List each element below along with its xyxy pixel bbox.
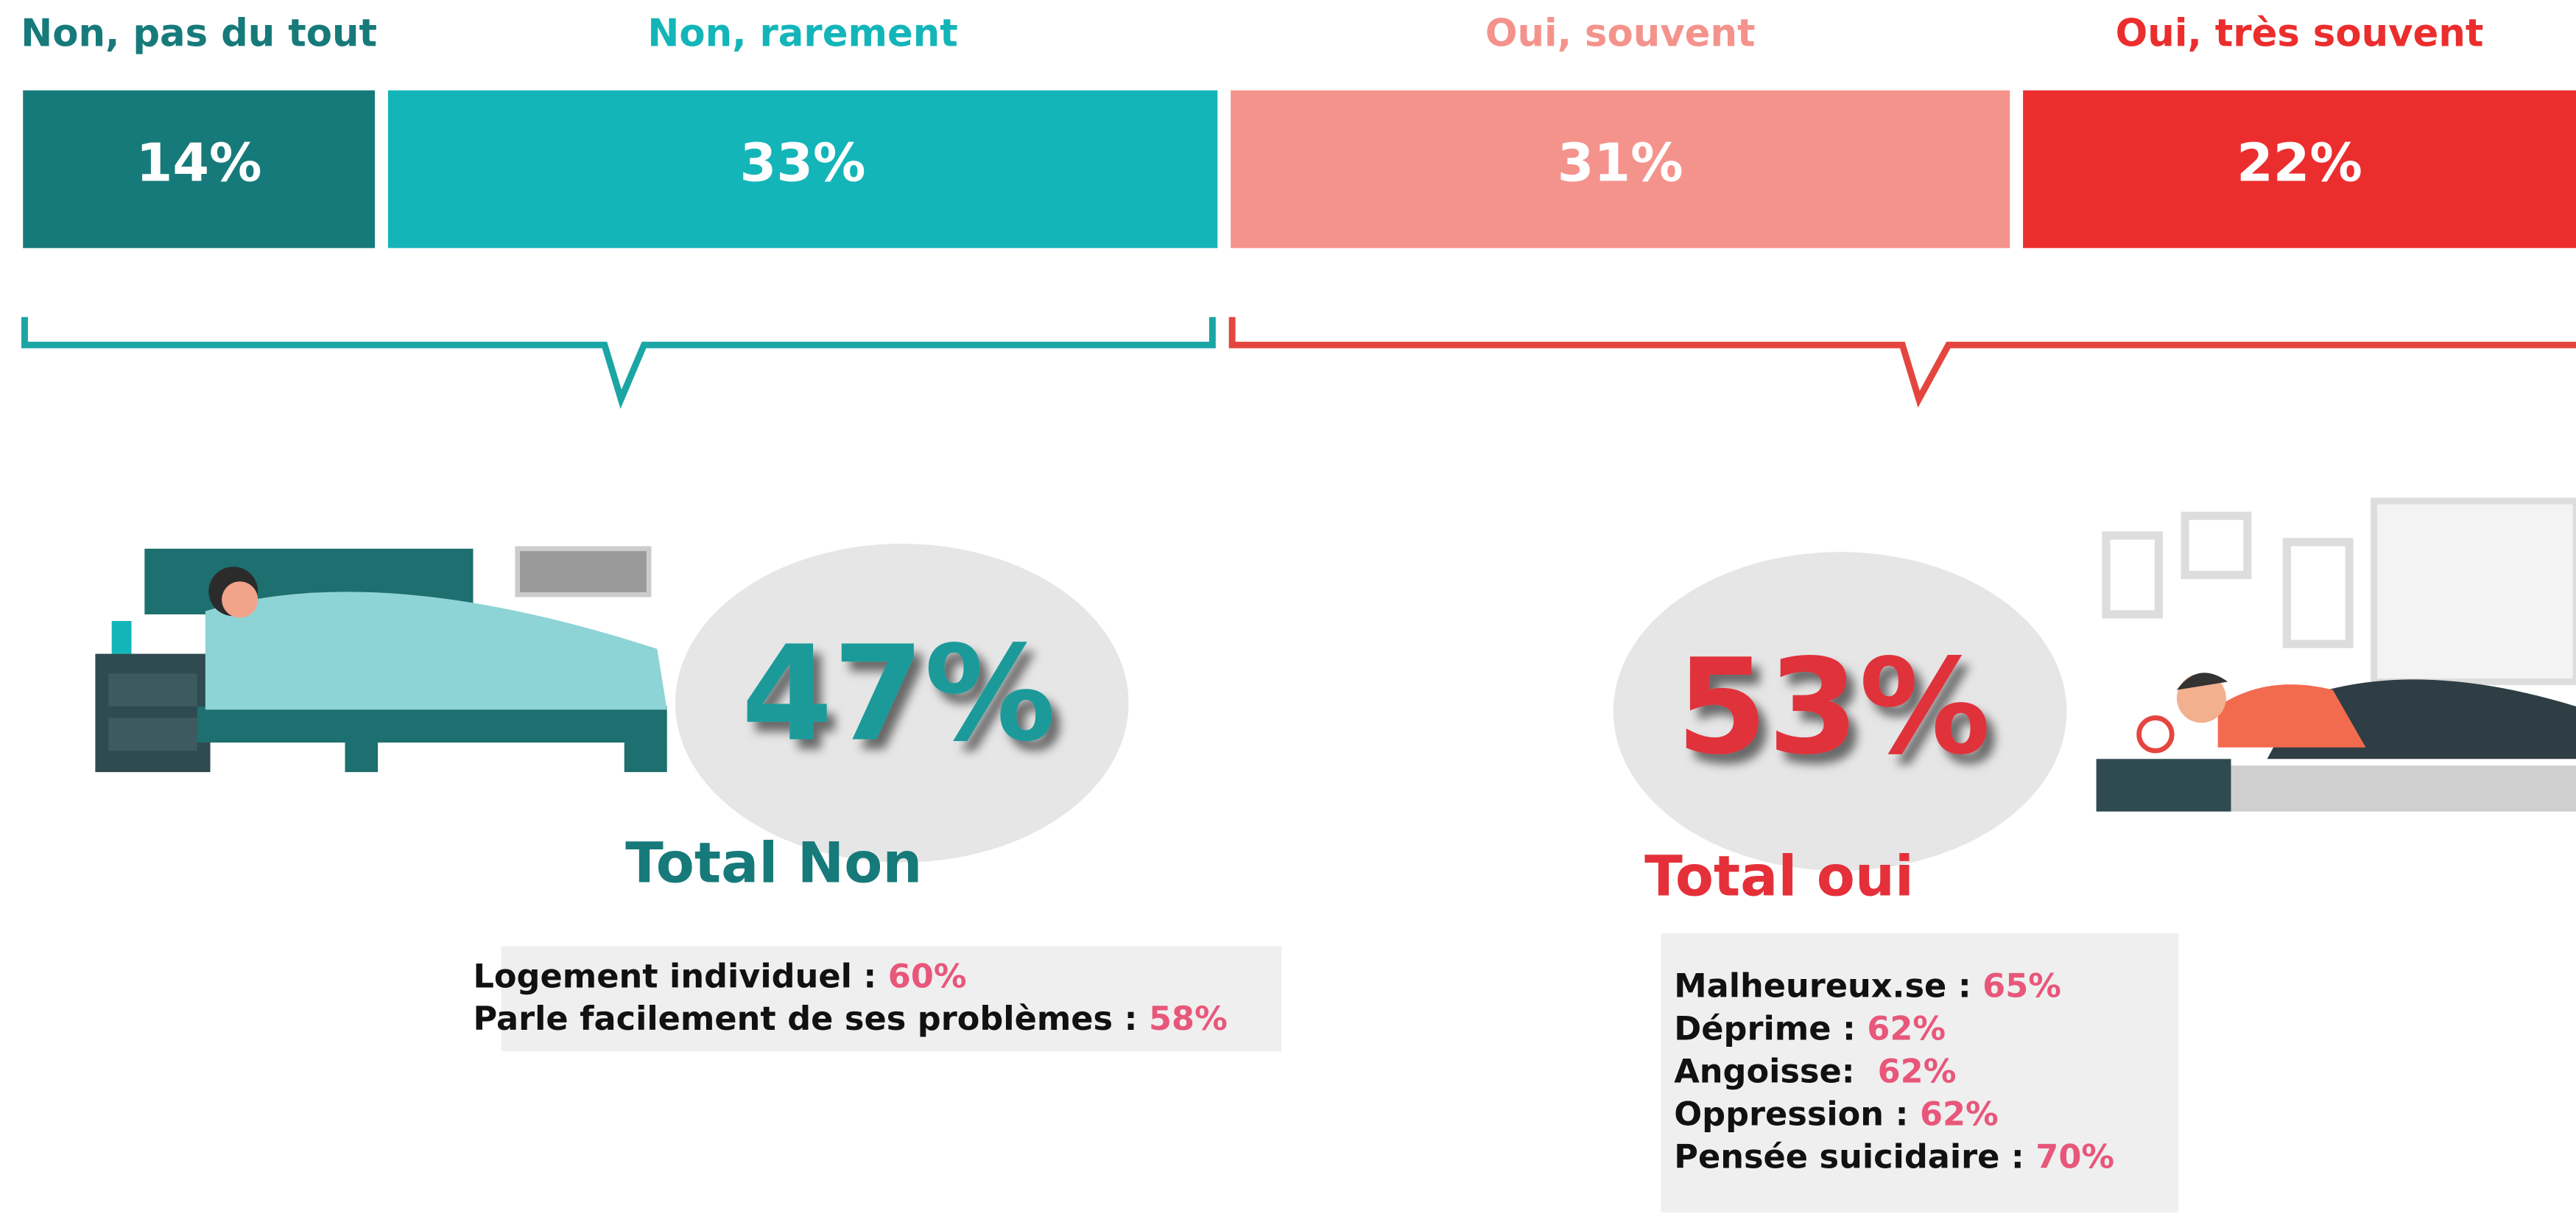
legend-label: Non, rarement [647, 11, 957, 55]
detail-line: Logement individuel : 60% [473, 957, 966, 995]
detail-value: 58% [1149, 1000, 1228, 1038]
detail-value: 62% [1878, 1053, 1957, 1091]
illustration-sleeping-woman [95, 549, 666, 772]
bracket-yes [1232, 317, 2576, 399]
illustration-awake-man [2097, 501, 2576, 811]
detail-line: Malheureux.se : 65% [1674, 967, 2061, 1006]
value-label: 31% [1558, 132, 1683, 193]
detail-line: Pensée suicidaire : 70% [1674, 1138, 2114, 1176]
detail-value: 62% [1920, 1095, 1999, 1134]
total-title: Total Non [625, 831, 922, 896]
detail-label: Parle facilement de ses problèmes : [473, 1000, 1149, 1038]
detail-value: 70% [2035, 1138, 2114, 1176]
value-label: 33% [740, 132, 866, 193]
detail-line: Angoisse: 62% [1674, 1053, 1956, 1091]
detail-line: Déprime : 62% [1674, 1010, 1946, 1048]
page: {"chart_data": {"type": "stacked-bar", "… [0, 0, 2576, 1214]
detail-value: 62% [1867, 1010, 1946, 1048]
total-title: Total oui [1644, 843, 1914, 908]
legend-label: Oui, très souvent [2116, 11, 2484, 55]
detail-line: Oppression : 62% [1674, 1095, 1998, 1134]
detail-line: Parle facilement de ses problèmes : 58% [473, 1000, 1227, 1038]
detail-value: 60% [888, 957, 967, 995]
legend-label: Non, pas du tout [21, 11, 377, 55]
legend-label: Oui, souvent [1485, 11, 1756, 55]
value-label: 22% [2237, 132, 2362, 193]
total-value: 53% [1676, 631, 1991, 784]
detail-label: Déprime : [1674, 1010, 1867, 1048]
detail-label: Oppression : [1674, 1095, 1920, 1134]
detail-value: 65% [1982, 967, 2061, 1006]
total-value: 47% [742, 618, 1056, 771]
bracket-no [24, 317, 1212, 399]
infographic: 47% Total Non Logement individuel : 60% P… [0, 0, 2576, 1214]
detail-label: Logement individuel : [473, 957, 887, 995]
detail-label: Malheureux.se : [1674, 967, 1982, 1006]
value-label: 14% [136, 132, 262, 193]
detail-label: Angoisse: [1674, 1053, 1877, 1091]
detail-label: Pensée suicidaire : [1674, 1138, 2035, 1176]
